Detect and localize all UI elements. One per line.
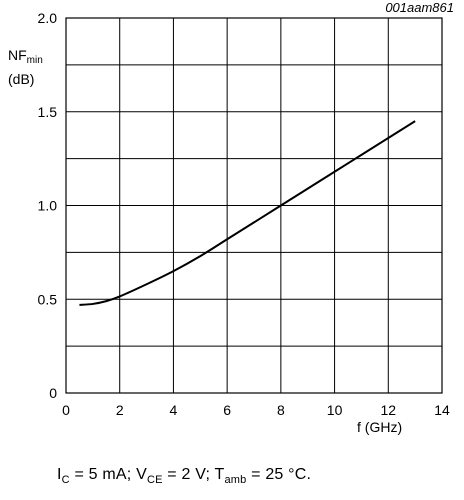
note-t-sub: amb [224,474,247,486]
y-axis-label: NFmin (dB) [8,46,43,89]
note-ic-sub: C [61,474,70,486]
x-tick-label: 10 [327,402,343,418]
note-ic: I [57,466,62,483]
plot-frame [65,17,443,394]
x-tick-label: 2 [116,402,124,418]
x-axis-label: f (GHz) [357,419,403,435]
x-tick-label: 4 [170,402,178,418]
y-axis-label-sub: min [26,55,43,66]
x-tick-label: 6 [223,402,231,418]
y-tick-label: 1.0 [38,198,58,214]
conditions-note: IC = 5 mA; VCE = 2 V; Tamb = 25 °C. [57,466,311,486]
x-tick-label: 12 [380,402,396,418]
y-tick-labels: 0 0.5 1.0 1.5 2.0 [38,10,58,401]
y-tick-label: 0.5 [38,291,58,307]
y-tick-label: 1.5 [38,104,58,120]
note-vce-sub: CE [146,474,163,486]
note-end: = 25 °C. [246,466,312,483]
y-axis-unit: (dB) [8,71,35,87]
nf-min-curve [79,120,416,306]
figure-reference: 001aam861 [385,0,454,15]
x-tick-label: 14 [434,402,450,418]
x-tick-labels: 0 2 4 6 8 10 12 14 [62,402,450,418]
x-tick-label: 0 [62,402,70,418]
note-rest: = 5 mA; V [69,466,147,483]
y-axis-label-main: NF [8,47,27,63]
x-tick-label: 8 [277,402,285,418]
grid [65,17,443,394]
note-mid: = 2 V; T [162,466,225,483]
y-tick-label: 0 [49,385,57,401]
y-tick-label: 2.0 [38,10,58,26]
